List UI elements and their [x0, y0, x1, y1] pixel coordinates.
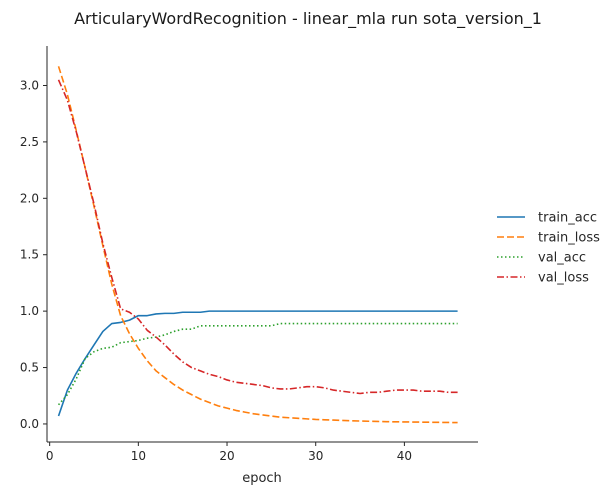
axes — [46, 46, 478, 443]
x-axis-label: epoch — [242, 471, 282, 486]
legend-label-val-acc: val_acc — [538, 251, 586, 266]
x-tick-label: 0 — [46, 449, 54, 463]
tick-group: 0 10 20 30 40 0.0 0.5 1.0 1.5 2.0 2.5 3.0 — [20, 78, 412, 463]
chart-title: ArticularyWordRecognition - linear_mla r… — [74, 9, 542, 29]
legend-label-val-loss: val_loss — [538, 271, 589, 286]
y-tick-label: 0.0 — [20, 417, 39, 431]
y-tick-label: 3.0 — [20, 78, 39, 92]
series-line-train-acc — [57, 310, 458, 417]
legend-label-train-loss: train_loss — [538, 231, 600, 246]
y-tick-label: 0.5 — [20, 361, 39, 375]
x-tick-label: 40 — [397, 449, 412, 463]
plot-area — [57, 66, 458, 424]
series-line-train-loss — [57, 66, 458, 424]
y-tick-label: 2.0 — [20, 191, 39, 205]
y-tick-label: 1.0 — [20, 304, 39, 318]
series-line-val-acc — [57, 322, 458, 406]
x-tick-label: 30 — [308, 449, 323, 463]
y-tick-label: 2.5 — [20, 135, 39, 149]
legend-label-train-acc: train_acc — [538, 211, 597, 226]
series-line-val-loss — [57, 79, 458, 395]
x-tick-label: 10 — [131, 449, 146, 463]
y-tick-label: 1.5 — [20, 248, 39, 262]
x-tick-label: 20 — [219, 449, 234, 463]
legend: train_acc train_loss val_acc val_loss — [497, 211, 600, 286]
